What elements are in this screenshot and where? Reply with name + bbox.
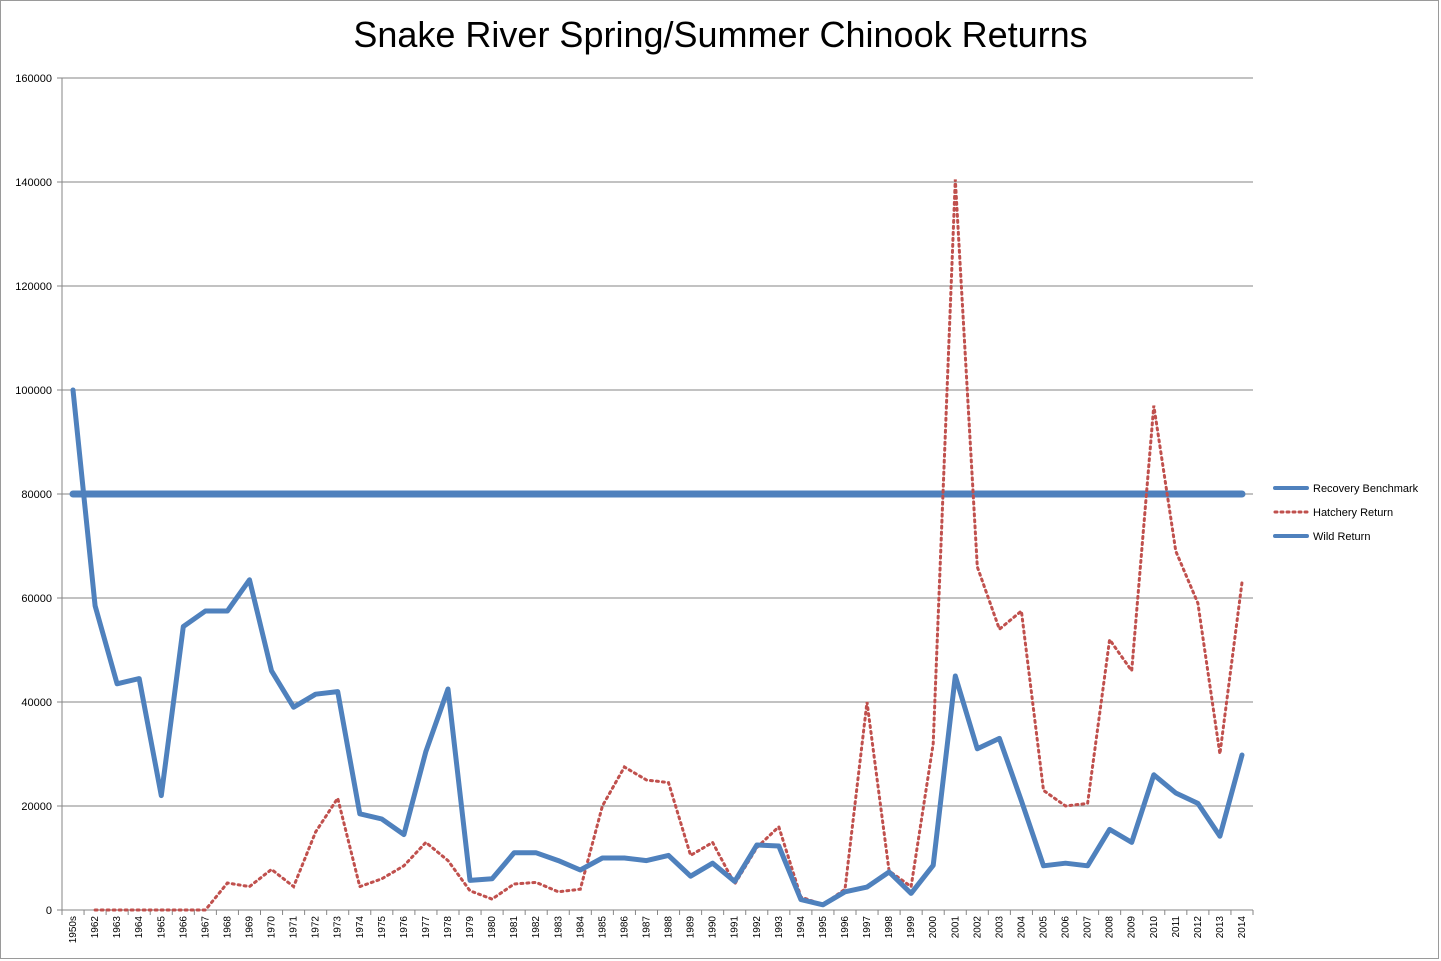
y-tick-label: 0: [46, 905, 52, 917]
axes: [57, 77, 1254, 915]
gridlines: [62, 77, 1253, 807]
x-tick-label: 1974: [355, 916, 366, 939]
x-tick-label: 2009: [1127, 916, 1138, 939]
x-tick-label: 1992: [752, 916, 763, 939]
x-tick-label: 1963: [112, 916, 123, 939]
x-tick-label: 1988: [664, 916, 675, 939]
x-tick-label: 1981: [509, 916, 520, 939]
series-line-hatchery-return: [93, 179, 1244, 912]
x-tick-label: 1969: [244, 916, 255, 939]
y-tick-label: 20000: [21, 801, 52, 813]
x-tick-label: 1979: [465, 916, 476, 939]
x-tick-label: 2014: [1237, 916, 1248, 939]
x-tick-label: 1984: [575, 916, 586, 939]
legend-label: Recovery Benchmark: [1313, 483, 1419, 495]
chart-title: Snake River Spring/Summer Chinook Return…: [353, 14, 1088, 55]
x-tick-label: 2013: [1215, 916, 1226, 939]
x-tick-label: 1950s: [68, 916, 79, 943]
legend-label: Hatchery Return: [1313, 507, 1393, 519]
x-tick-label: 1986: [619, 916, 630, 939]
y-tick-label: 80000: [21, 489, 52, 501]
x-axis-ticks: 1950s 1962 1963 1964 1965 1966 1967 1968 1969 197…: [68, 916, 1248, 944]
x-tick-label: 1978: [443, 916, 454, 939]
x-tick-label: 1976: [399, 916, 410, 939]
x-tick-label: 1980: [487, 916, 498, 939]
x-tick-label: 2002: [972, 916, 983, 939]
x-tick-label: 1964: [134, 916, 145, 939]
y-tick-label: 100000: [15, 385, 52, 397]
series-line-wild-return: [70, 387, 1245, 908]
x-tick-label: 2003: [994, 916, 1005, 939]
x-tick-label: 1987: [641, 916, 652, 939]
x-tick-label: 1998: [884, 916, 895, 939]
x-tick-label: 1971: [289, 916, 300, 939]
series-lines: [69, 179, 1246, 912]
x-tick-label: 1995: [818, 916, 829, 939]
y-tick-label: 40000: [21, 697, 52, 709]
x-tick-label: 1989: [686, 916, 697, 939]
x-tick-label: 1977: [421, 916, 432, 939]
x-tick-label: 2005: [1038, 916, 1049, 939]
x-tick-label: 1991: [730, 916, 741, 939]
x-tick-label: 2012: [1193, 916, 1204, 939]
x-tick-label: 1970: [267, 916, 278, 939]
y-tick-label: 120000: [15, 281, 52, 293]
legend-label: Wild Return: [1313, 531, 1370, 543]
x-tick-label: 2000: [928, 916, 939, 939]
x-tick-label: 1993: [774, 916, 785, 939]
x-tick-label: 1968: [222, 916, 233, 939]
x-tick-label: 1999: [906, 916, 917, 939]
y-axis-ticks: 0 20000 40000 60000 80000 100000 120000 140000 1…: [15, 73, 52, 917]
x-tick-label: 2008: [1105, 916, 1116, 939]
x-tick-label: 1996: [840, 916, 851, 939]
x-tick-label: 1966: [178, 916, 189, 939]
x-tick-label: 1983: [553, 916, 564, 939]
x-tick-label: 1997: [862, 916, 873, 939]
x-tick-label: 1973: [333, 916, 344, 939]
x-tick-label: 2004: [1016, 916, 1027, 939]
x-tick-label: 2007: [1083, 916, 1094, 939]
x-tick-label: 1982: [531, 916, 542, 939]
x-tick-label: 1985: [597, 916, 608, 939]
y-tick-label: 60000: [21, 593, 52, 605]
x-tick-label: 2011: [1171, 916, 1182, 938]
x-tick-label: 2010: [1149, 916, 1160, 939]
x-tick-label: 2001: [950, 916, 961, 939]
y-tick-label: 140000: [15, 177, 52, 189]
y-tick-label: 160000: [15, 73, 52, 85]
x-tick-label: 1965: [156, 916, 167, 939]
x-tick-label: 1972: [311, 916, 322, 939]
x-tick-label: 1994: [796, 916, 807, 939]
legend: Recovery Benchmark Hatchery Return Wild Re…: [1273, 483, 1419, 543]
x-tick-label: 2006: [1061, 916, 1072, 939]
x-tick-label: 1975: [377, 916, 388, 939]
x-tick-label: 1962: [90, 916, 101, 939]
x-tick-label: 1990: [708, 916, 719, 939]
x-tick-label: 1967: [200, 916, 211, 939]
